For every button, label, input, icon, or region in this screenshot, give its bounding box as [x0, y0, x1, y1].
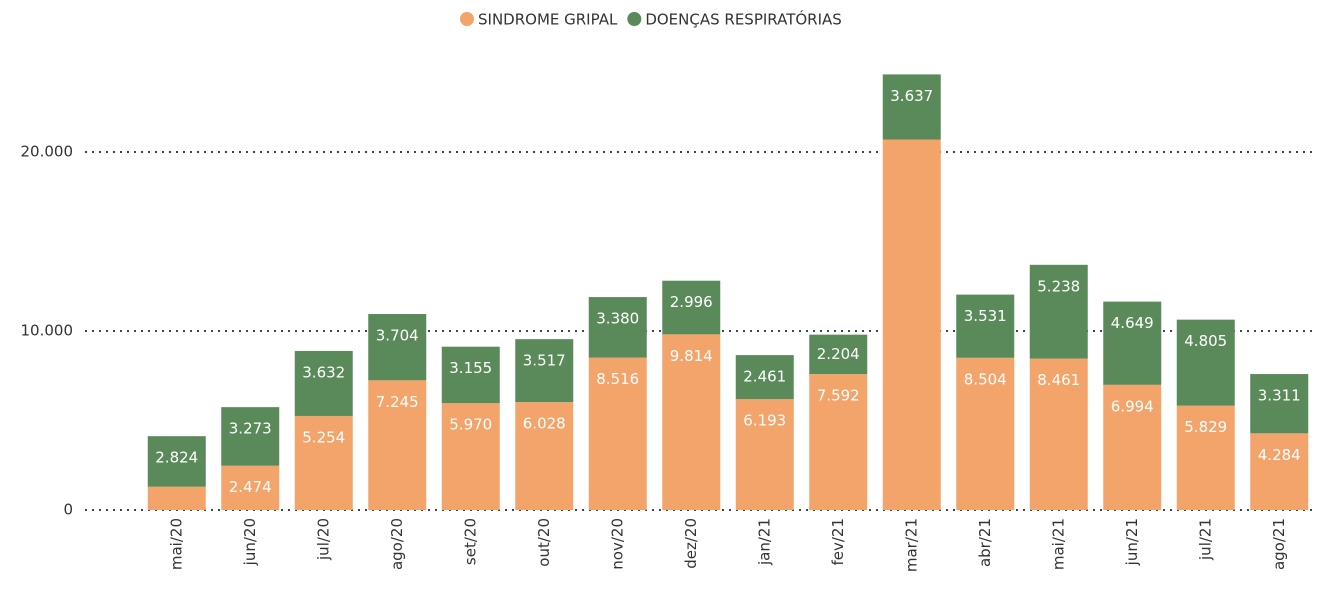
bar-segment	[735, 355, 794, 400]
data-label: 2.996	[670, 293, 713, 311]
bar-segment	[368, 314, 427, 381]
x-tick-label: fev/21	[829, 518, 847, 566]
data-label: 3.273	[229, 420, 272, 438]
data-label: 8.461	[1037, 371, 1080, 389]
data-label: 2.474	[229, 478, 272, 496]
x-tick-label: dez/20	[682, 518, 700, 569]
bar-segment	[882, 74, 941, 140]
bar-segment	[1176, 319, 1235, 406]
bar-segment	[294, 350, 353, 416]
bar-segment	[588, 297, 647, 358]
bar-segment	[147, 436, 206, 487]
bar-segment	[882, 139, 941, 510]
x-tick-label: jul/20	[314, 518, 332, 561]
x-tick-label: jul/21	[1196, 518, 1214, 561]
bar-segment	[441, 403, 500, 510]
data-label: 2.461	[743, 368, 786, 386]
data-label: 6.193	[743, 412, 786, 430]
legend-marker	[627, 12, 642, 26]
legend-label: SINDROME GRIPAL	[478, 11, 618, 29]
data-label: 3.632	[302, 363, 345, 381]
data-label: 6.028	[523, 415, 566, 433]
bar-segment	[441, 346, 500, 404]
bar-segment	[294, 415, 353, 510]
data-label: 7.245	[376, 393, 419, 411]
bar-segment	[1250, 374, 1309, 434]
x-tick-label: mar/21	[902, 518, 920, 572]
x-tick-label: out/20	[535, 518, 553, 567]
x-tick-label: jun/21	[1123, 518, 1141, 566]
y-tick-label: 20.000	[21, 143, 74, 161]
bar-segment	[588, 357, 647, 510]
bar-segment	[515, 402, 574, 510]
bar-segment	[515, 339, 574, 403]
data-label: 5.829	[1184, 418, 1227, 436]
data-label: 7.592	[817, 387, 860, 405]
data-label: 4.284	[1258, 446, 1301, 464]
bar-segment	[956, 357, 1015, 510]
data-label: 3.380	[596, 310, 639, 328]
x-tick-label: ago/20	[388, 518, 406, 570]
legend-marker	[460, 12, 474, 26]
y-tick-label: 10.000	[21, 322, 74, 340]
data-label: 3.531	[964, 307, 1007, 325]
data-label: 3.311	[1258, 387, 1301, 405]
data-label: 5.970	[449, 416, 492, 434]
data-label: 2.204	[817, 345, 860, 363]
bar-segment	[368, 380, 427, 510]
bar-segment	[809, 334, 868, 375]
bar-segment	[1250, 433, 1309, 510]
data-label: 5.238	[1037, 277, 1080, 295]
bar-segment	[1103, 301, 1162, 385]
data-label: 9.814	[670, 347, 713, 365]
bar-segment	[1029, 264, 1088, 359]
bar-segment	[735, 399, 794, 510]
x-tick-label: ago/21	[1270, 518, 1288, 570]
bar-segment	[147, 486, 206, 510]
data-label: 3.155	[449, 359, 492, 377]
bar-segment	[1103, 384, 1162, 510]
bar-segment	[1176, 405, 1235, 510]
x-tick-label: mai/21	[1049, 518, 1067, 570]
data-label: 5.254	[302, 428, 345, 446]
bar-segment	[956, 294, 1015, 358]
bar-segment	[662, 334, 721, 510]
data-label: 4.805	[1184, 332, 1227, 350]
x-tick-label: set/20	[461, 518, 479, 565]
y-tick-label: 0	[63, 501, 73, 519]
data-label: 8.516	[596, 370, 639, 388]
x-tick-label: jan/21	[755, 518, 773, 566]
data-label: 3.637	[890, 87, 933, 105]
bar-segment	[809, 374, 868, 510]
data-label: 6.994	[1111, 397, 1154, 415]
bar-segment	[221, 407, 280, 466]
data-label: 3.517	[523, 352, 566, 370]
bar-segment	[221, 465, 280, 510]
x-tick-label: nov/20	[608, 518, 626, 570]
bar-segment	[662, 280, 721, 335]
x-tick-label: jun/20	[241, 518, 259, 566]
data-label: 8.504	[964, 370, 1007, 388]
x-tick-label: mai/20	[167, 518, 185, 570]
data-label: 4.649	[1111, 314, 1154, 332]
legend-label: DOENÇAS RESPIRATÓRIAS	[645, 10, 841, 29]
bar-segment	[1029, 358, 1088, 510]
data-label: 2.824	[155, 449, 198, 467]
data-label: 3.704	[376, 327, 419, 345]
x-tick-label: abr/21	[976, 518, 994, 567]
